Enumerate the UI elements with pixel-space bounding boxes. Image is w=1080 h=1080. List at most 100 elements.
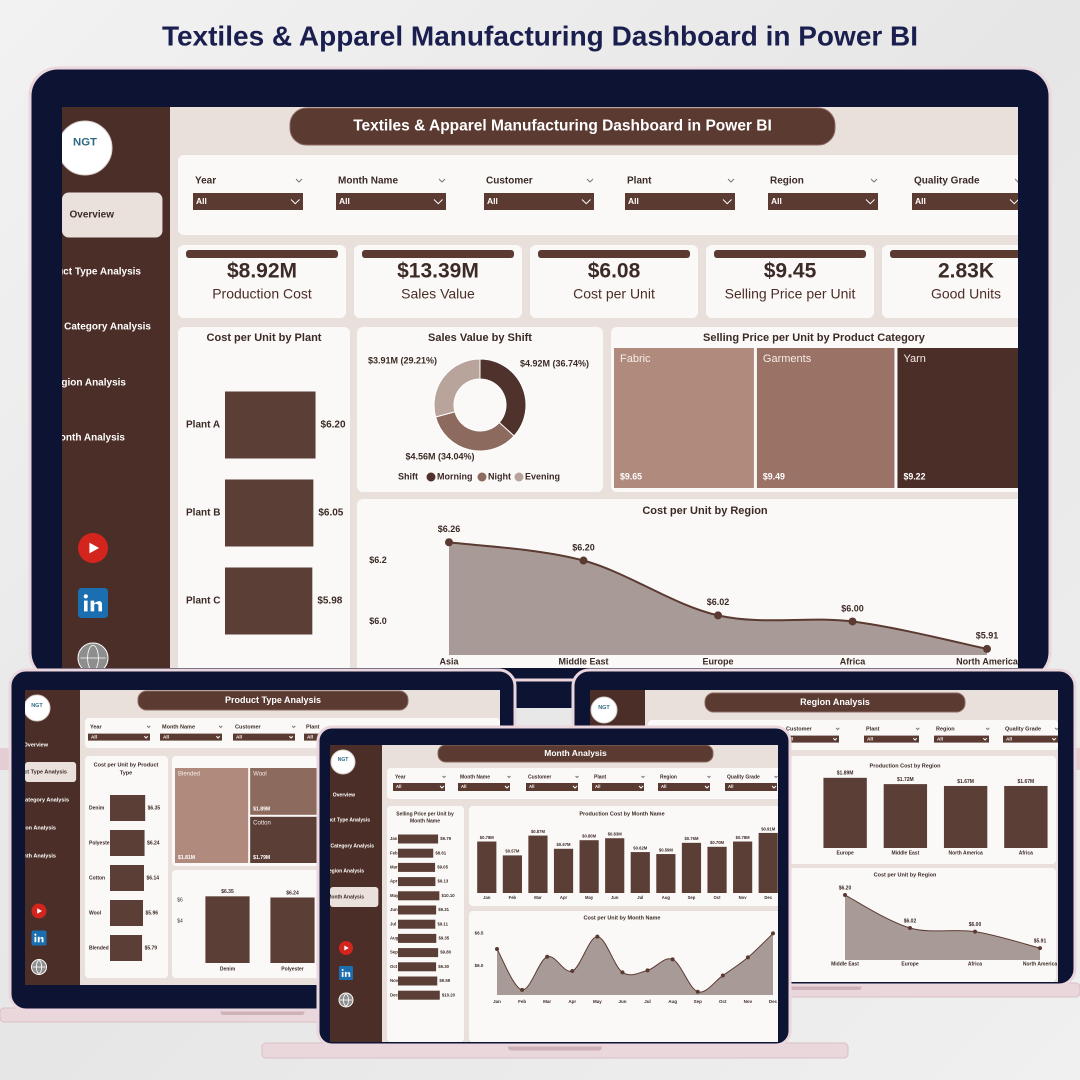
filter-chevron — [915, 727, 920, 731]
data-label: $0.78M — [736, 835, 750, 840]
point — [695, 989, 700, 994]
data-label: $0.80M — [582, 834, 596, 839]
x-tick-label: Africa — [1019, 850, 1033, 856]
category-label: Plant A — [186, 420, 220, 431]
x-tick-label: Jun — [611, 895, 619, 900]
nav-item: Product Category Analysis — [0, 797, 69, 803]
data-label: $6.02 — [707, 597, 730, 607]
data-label: $6.00 — [841, 603, 864, 613]
treemap-tile — [756, 348, 895, 488]
dashboard-title: Product Type Analysis — [225, 695, 321, 705]
bar — [528, 835, 548, 893]
data-label: $0.59M — [659, 847, 673, 852]
kpi-band — [714, 250, 866, 258]
point — [579, 556, 588, 565]
page-title: Textiles & Apparel Manufacturing Dashboa… — [162, 20, 918, 51]
x-tick-label: Dec — [764, 895, 772, 900]
dashboard-title: Region Analysis — [800, 697, 870, 707]
x-tick-label: Nov — [744, 999, 753, 1004]
category-label: Jul — [390, 921, 396, 926]
card — [790, 868, 1056, 982]
data-label: $10.10 — [442, 893, 456, 898]
dropdown-chevron — [912, 737, 918, 741]
linkedin-dot — [341, 968, 344, 971]
filter-value: All — [396, 784, 401, 789]
data-label: $0.57M — [505, 849, 519, 854]
nav-item: Month Analysis — [327, 894, 364, 900]
linkedin-dot — [83, 594, 88, 599]
logo — [62, 120, 113, 176]
card — [178, 155, 1018, 235]
filter-dropdown — [934, 735, 989, 743]
x-tick-label: Africa — [840, 656, 867, 666]
filter-dropdown — [336, 193, 446, 210]
card — [706, 245, 874, 318]
area — [845, 895, 1040, 960]
nav-active — [25, 762, 77, 782]
filter-chevron — [295, 178, 303, 183]
data-label: $1.67M — [957, 779, 974, 785]
point — [645, 968, 650, 973]
legend-swatch — [426, 472, 436, 482]
filter-dropdown — [625, 193, 735, 210]
category-label: May — [390, 893, 399, 898]
filter-dropdown — [458, 783, 510, 791]
point — [445, 538, 453, 547]
data-label: $9.35 — [438, 936, 449, 941]
bar — [398, 862, 436, 872]
x-tick-label: Denim — [220, 966, 236, 972]
nav-item: Product Category Analysis — [24, 322, 152, 333]
linkedin-n — [344, 971, 351, 977]
filter-value: All — [196, 196, 207, 206]
treemap-tile — [614, 348, 754, 488]
filter-chevron — [774, 775, 778, 779]
filter-chevron — [507, 775, 511, 779]
kpi-band — [538, 250, 690, 258]
x-tick-label: Aug — [662, 895, 671, 900]
filter-chevron — [218, 725, 223, 729]
bar — [883, 784, 928, 848]
chart-title: Production Cost by Month Name — [579, 811, 664, 817]
kpi-label: Sales Value — [401, 286, 475, 302]
bar — [477, 841, 497, 893]
data-label: $9.13 — [438, 879, 449, 884]
filter-label: Region — [770, 176, 804, 187]
filter-label: Month Name — [338, 176, 398, 187]
chart-title: Type — [120, 770, 132, 776]
tile-label: Cotton — [253, 820, 271, 826]
legend-label: Evening — [525, 471, 560, 481]
nav-item: Product Type Analysis — [317, 817, 371, 823]
dropdown-chevron — [638, 785, 644, 789]
filter-label: Year — [195, 176, 216, 187]
dropdown-chevron — [1051, 737, 1057, 741]
nav-item: Month Analysis — [16, 853, 56, 859]
nav-item: Product Type Analysis — [34, 267, 141, 278]
nav-item: Product Type Analysis — [8, 769, 67, 775]
filter-label: Customer — [486, 176, 533, 187]
data-label: $6.05 — [318, 508, 343, 519]
data-label: $8.61 — [435, 850, 446, 855]
point — [570, 969, 575, 974]
x-tick-label: Middle East — [891, 850, 919, 856]
dropdown-chevron — [143, 735, 149, 739]
category-label: Dec — [390, 992, 398, 997]
dropdown-chevron — [704, 785, 710, 789]
filter-chevron — [575, 775, 579, 779]
dropdown-chevron — [722, 199, 732, 205]
bar — [398, 891, 440, 901]
card — [357, 327, 603, 492]
x-tick-label: Jan — [483, 895, 491, 900]
filter-value: All — [595, 784, 600, 789]
y-tick-label: $6.2 — [369, 555, 387, 565]
category-label: Plant B — [186, 508, 220, 519]
x-tick-label: Jul — [644, 999, 651, 1004]
data-label: $9.05 — [437, 865, 448, 870]
bar — [656, 854, 676, 893]
data-label: $0.83M — [608, 832, 622, 837]
nav-item: Overview — [70, 210, 115, 221]
data-label: $9.22 — [903, 471, 925, 481]
point — [1038, 946, 1042, 951]
chart-title: Selling Price per Unit by — [396, 811, 454, 817]
filter-value: All — [236, 734, 242, 739]
globe-icon — [77, 642, 109, 668]
